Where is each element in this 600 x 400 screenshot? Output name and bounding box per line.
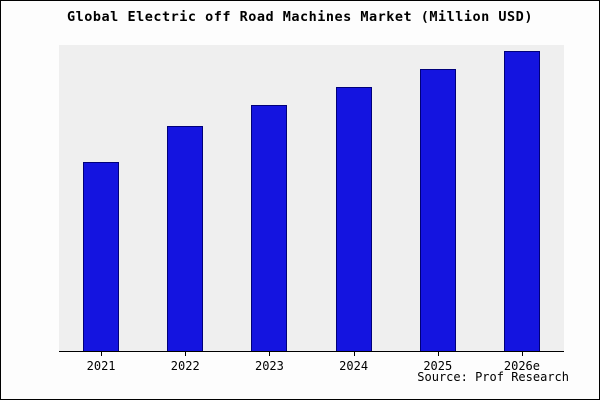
x-tick-label: 2026e: [503, 359, 540, 373]
bar-slot-2026e: [480, 45, 564, 351]
x-tick-label: 2023: [254, 359, 284, 373]
tick-mark: [101, 352, 103, 356]
tick-mark: [437, 352, 439, 356]
x-tick-label: 2024: [339, 359, 369, 373]
tick-mark: [185, 352, 187, 356]
bar-2026e: [503, 51, 540, 351]
plot-area: [59, 45, 564, 352]
x-tick-label: 2021: [86, 359, 116, 373]
bar-slot-2023: [227, 45, 311, 351]
tick-mark: [353, 352, 355, 356]
bar-2025: [419, 69, 456, 351]
bar-2023: [251, 105, 288, 351]
x-tick-2025: 2025: [396, 352, 480, 373]
source-caption: Source: Prof Research: [417, 370, 569, 384]
bar-slot-2021: [59, 45, 143, 351]
chart-title: Global Electric off Road Machines Market…: [67, 9, 533, 25]
x-tick-2022: 2022: [143, 352, 227, 373]
x-tick-2024: 2024: [312, 352, 396, 373]
x-tick-label: 2022: [170, 359, 200, 373]
x-axis-labels: 2021 2022 2023 2024 2025 2026e: [59, 352, 564, 373]
x-tick-2023: 2023: [227, 352, 311, 373]
x-tick-label: 2025: [423, 359, 453, 373]
bar-2022: [167, 126, 204, 351]
bar-2021: [83, 162, 120, 351]
tick-mark: [269, 352, 271, 356]
x-tick-2021: 2021: [59, 352, 143, 373]
tick-mark: [521, 352, 523, 356]
bar-slot-2025: [396, 45, 480, 351]
x-tick-2026e: 2026e: [480, 352, 564, 373]
bar-slot-2022: [143, 45, 227, 351]
bar-slot-2024: [312, 45, 396, 351]
bar-2024: [335, 87, 372, 351]
bars-container: [59, 45, 564, 351]
